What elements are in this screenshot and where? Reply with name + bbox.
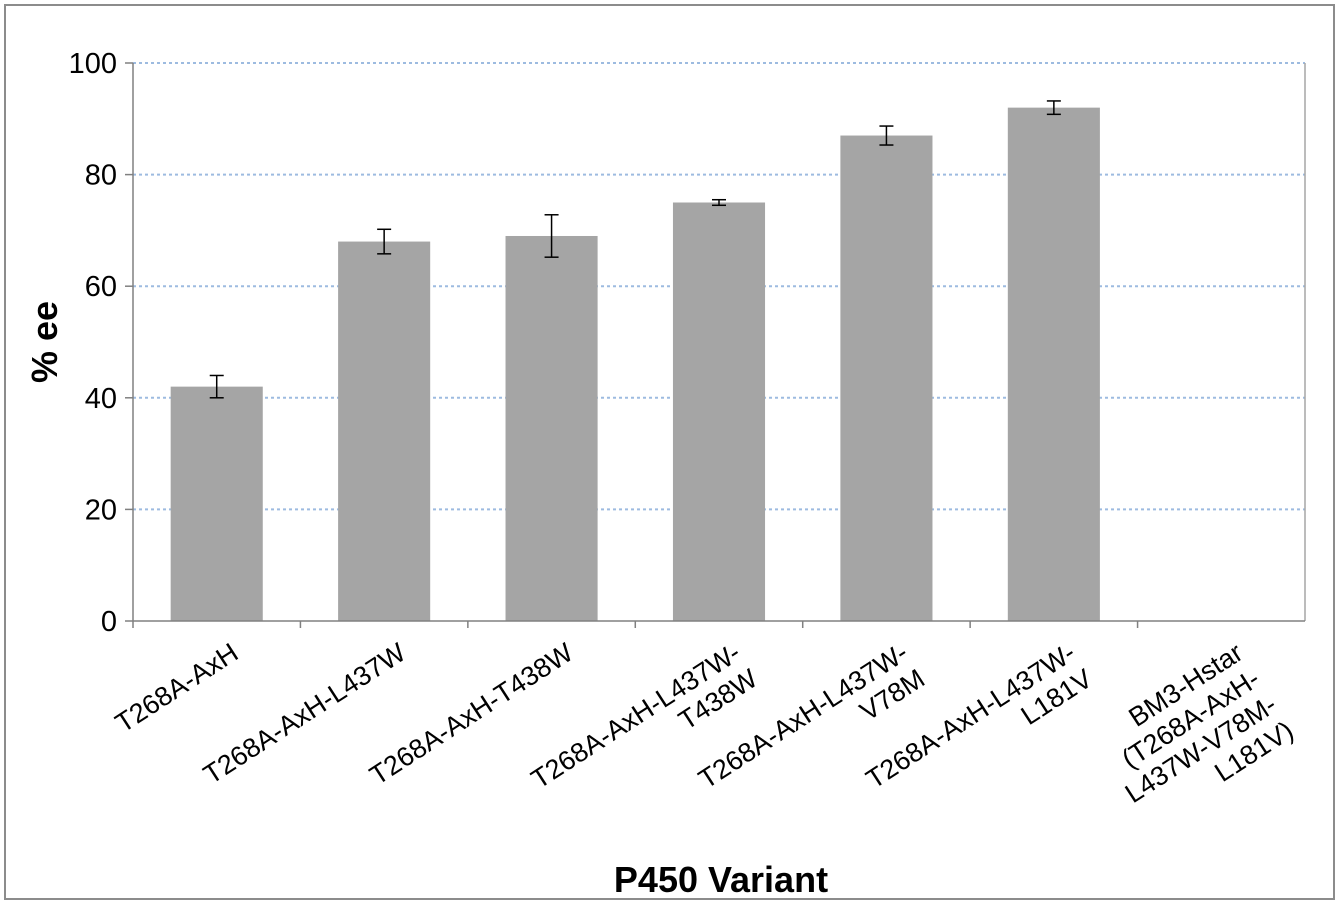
x-category-labels: T268A-AxHT268A-AxH-L437WT268A-AxH-T438WT… bbox=[110, 637, 1299, 809]
y-tick-label: 60 bbox=[85, 271, 117, 303]
y-tick-label: 40 bbox=[85, 383, 117, 415]
axes bbox=[125, 62, 1306, 628]
x-category-label: BM3-Hstar(T268A-AxH-L437W-V78M-L181V) bbox=[1116, 637, 1298, 809]
x-axis-title: P450 Variant bbox=[614, 859, 828, 900]
x-category-label: T268A-AxH bbox=[110, 637, 243, 738]
bar bbox=[170, 386, 263, 621]
bar bbox=[840, 135, 933, 622]
bar bbox=[505, 235, 598, 622]
bar bbox=[1007, 107, 1100, 621]
bar bbox=[338, 241, 431, 621]
bar bbox=[672, 202, 766, 621]
y-tick-label: 0 bbox=[101, 606, 117, 638]
y-tick-label: 80 bbox=[85, 160, 117, 192]
error-bars bbox=[209, 100, 1061, 399]
y-tick-label: 20 bbox=[85, 494, 117, 526]
bars bbox=[170, 107, 1100, 622]
y-axis-title: % ee bbox=[24, 301, 65, 383]
x-category-label-line: T268A-AxH bbox=[110, 637, 243, 738]
y-tick-label: 100 bbox=[69, 48, 117, 80]
y-tick-labels: 0 20 40 60 80 100 bbox=[69, 48, 117, 638]
